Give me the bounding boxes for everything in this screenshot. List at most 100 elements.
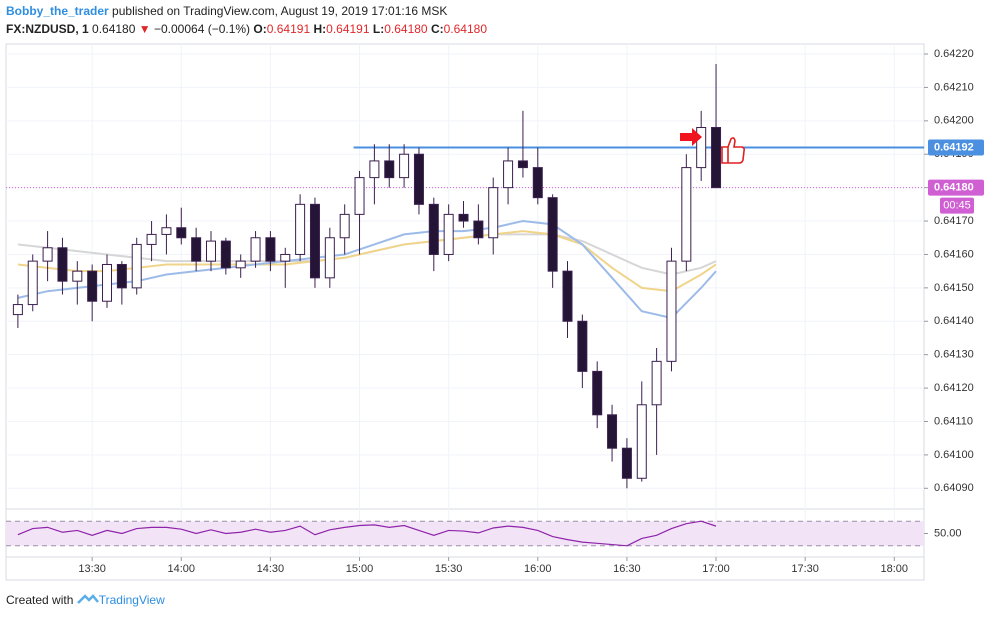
candle-body — [607, 414, 618, 449]
candle-body — [220, 240, 231, 269]
candle-body — [577, 320, 588, 372]
chart: 0.64090 0.64100 0.64110 0.64120 0.64130 0.641… — [5, 43, 984, 581]
y-tick-label: 0.64170 — [934, 215, 974, 227]
axes: 0.64090 0.64100 0.64110 0.64120 0.64130 0.641… — [78, 48, 984, 575]
annotations — [680, 128, 746, 164]
candle-body — [621, 447, 632, 479]
logo-mark — [76, 594, 99, 604]
candle-body — [57, 247, 68, 282]
footer: Created with TradingView — [6, 593, 165, 607]
hline-label-box — [928, 139, 984, 156]
y-tick-label: 0.64110 — [934, 415, 973, 427]
candle-body — [399, 153, 410, 179]
rsi-pane — [6, 520, 924, 547]
thumbs-up — [721, 137, 746, 164]
candle-body — [503, 160, 514, 189]
candle-body — [339, 213, 350, 239]
x-tick-label: 15:00 — [346, 563, 374, 575]
last-price-label: 0.64180 — [934, 182, 974, 194]
candle-body — [265, 237, 276, 262]
x-tick-label: 16:30 — [613, 563, 641, 575]
candle-body — [711, 127, 722, 189]
candle-body — [696, 127, 707, 169]
countdown: 00:45 — [943, 200, 971, 212]
countdown-box — [940, 197, 974, 214]
brand[interactable]: TradingView — [98, 593, 165, 607]
candle-body — [428, 203, 439, 255]
last: 0.64180 — [92, 22, 136, 36]
arrow: ▼ — [138, 22, 151, 36]
x-tick-label: 14:30 — [257, 563, 285, 575]
rsi-band — [6, 521, 924, 546]
y-tick-label: 0.64150 — [934, 282, 974, 294]
y-tick-label: 0.64200 — [934, 115, 974, 127]
x-tick-label: 14:00 — [168, 563, 196, 575]
author[interactable]: Bobby_the_trader — [6, 4, 109, 18]
created: Created with — [6, 593, 74, 607]
candle-body — [354, 177, 365, 215]
candle-body — [161, 227, 172, 235]
plot — [6, 64, 924, 489]
candle-body — [146, 233, 157, 245]
candle-body — [176, 227, 187, 239]
x-tick-label: 17:30 — [791, 563, 819, 575]
candle-body — [42, 247, 53, 262]
red-arrow — [680, 128, 702, 146]
candle-body — [413, 153, 424, 205]
candle-body — [473, 220, 484, 239]
candle-body — [547, 197, 558, 272]
change: −0.00064 (−0.1%) — [153, 22, 251, 36]
c-label: C: — [430, 22, 444, 36]
l-label: L: — [372, 22, 385, 36]
candle-body — [116, 263, 127, 289]
candle-body — [666, 260, 677, 362]
legend-line: FX:NZDUSD, 1 0.64180 ▼ −0.00064 (−0.1%) … — [6, 22, 487, 36]
candle-body — [369, 160, 380, 179]
frame — [5, 43, 925, 581]
candle-body — [280, 253, 291, 262]
candle-body — [102, 263, 113, 302]
candle-body — [681, 167, 692, 262]
h-label: H: — [313, 22, 327, 36]
candle-body — [636, 404, 647, 479]
candle-body — [458, 213, 469, 222]
y-tick-label: 0.64220 — [934, 48, 974, 60]
o-label: O: — [253, 22, 267, 36]
logo — [76, 594, 99, 604]
y-tick-label: 0.64120 — [934, 382, 974, 394]
header-line: Bobby_the_trader published on TradingVie… — [6, 4, 447, 18]
grid — [6, 44, 924, 555]
candle-body — [443, 213, 454, 255]
h-value: 0.64191 — [326, 22, 370, 36]
symbol: FX:NZDUSD, 1 — [6, 22, 89, 36]
y-tick-label: 0.64130 — [934, 349, 974, 361]
published: published on TradingView.com, August 19,… — [112, 4, 448, 18]
candle-body — [532, 167, 543, 199]
candle-body — [384, 160, 395, 179]
x-tick-label: 16:00 — [524, 563, 552, 575]
candle-body — [27, 260, 38, 306]
o-value: 0.64191 — [266, 22, 311, 36]
y-tick-label: 0.64210 — [934, 81, 974, 93]
last-price-box — [928, 179, 984, 196]
y-tick-label: 0.64100 — [934, 449, 974, 461]
candle-body — [205, 240, 216, 262]
candle-body — [324, 237, 335, 279]
x-tick-label: 17:00 — [702, 563, 730, 575]
y-tick-label: 0.64160 — [934, 248, 974, 260]
x-tick-label: 15:30 — [435, 563, 463, 575]
candle-body — [651, 360, 662, 406]
candle-body — [562, 270, 573, 322]
y-tick-label: 0.64140 — [934, 315, 974, 327]
candle-body — [12, 304, 23, 316]
candle-body — [235, 260, 246, 269]
rsi-line — [17, 520, 717, 547]
hline-label: 0.64192 — [934, 141, 974, 153]
c-value: 0.64180 — [443, 22, 488, 36]
candle-body — [131, 243, 142, 289]
candle-body — [250, 237, 261, 262]
candle-body — [517, 160, 528, 169]
candle-body — [191, 237, 202, 262]
candle-body — [87, 270, 98, 302]
